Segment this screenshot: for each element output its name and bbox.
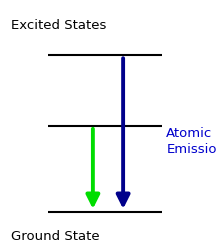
Text: Atomic
Emission: Atomic Emission: [166, 127, 216, 156]
Text: Ground State: Ground State: [11, 230, 99, 243]
Text: Excited States: Excited States: [11, 19, 106, 32]
